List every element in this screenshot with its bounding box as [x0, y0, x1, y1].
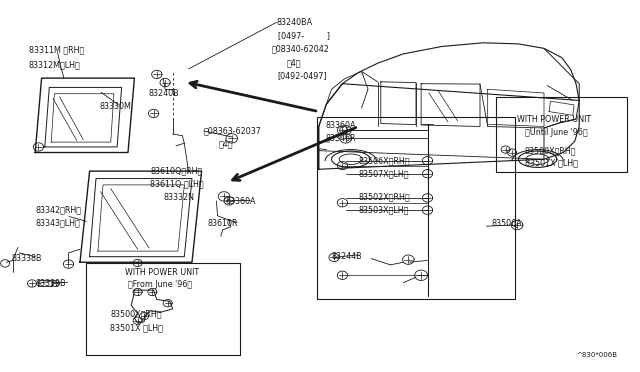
Text: 〈4〉: 〈4〉: [219, 140, 234, 148]
Text: 83244B: 83244B: [332, 252, 362, 261]
Text: 83501X 〈LH〉: 83501X 〈LH〉: [525, 158, 578, 167]
Text: 83339B: 83339B: [35, 279, 66, 288]
Text: [0497-         ]: [0497- ]: [278, 31, 330, 40]
Bar: [38, 280, 52, 286]
Text: 83312M〈LH〉: 83312M〈LH〉: [29, 61, 81, 70]
Text: 83240B: 83240B: [148, 89, 179, 98]
Text: 83346R: 83346R: [325, 134, 356, 143]
Text: 〈From June '96〉: 〈From June '96〉: [128, 280, 192, 289]
Bar: [317, 117, 515, 299]
Text: 83360A: 83360A: [225, 197, 256, 206]
Text: 83240BA: 83240BA: [276, 18, 312, 27]
Text: 83332N: 83332N: [163, 193, 194, 202]
Text: 83501X 〈LH〉: 83501X 〈LH〉: [110, 323, 163, 332]
Text: 83360A: 83360A: [325, 121, 356, 130]
Text: 83610R: 83610R: [208, 219, 239, 228]
Text: 83500X〈RH〉: 83500X〈RH〉: [525, 146, 576, 155]
Text: WITH POWER UNIT: WITH POWER UNIT: [125, 268, 199, 277]
Text: ^830*006B: ^830*006B: [576, 352, 617, 358]
Text: 83502X〈RH〉: 83502X〈RH〉: [358, 193, 410, 202]
Text: 83500X〈RH〉: 83500X〈RH〉: [110, 310, 161, 319]
Text: 〈4〉: 〈4〉: [287, 58, 301, 67]
Text: WITH POWER UNIT: WITH POWER UNIT: [517, 115, 591, 124]
Text: 83342〈RH〉: 83342〈RH〉: [35, 206, 81, 215]
Text: 83311M 〈RH〉: 83311M 〈RH〉: [29, 46, 84, 55]
Text: 83503X〈LH〉: 83503X〈LH〉: [358, 206, 409, 215]
Text: 83507X〈LH〉: 83507X〈LH〉: [358, 169, 409, 178]
Text: 83611Q 〈LH〉: 83611Q 〈LH〉: [150, 180, 204, 189]
Text: 83506A: 83506A: [492, 219, 522, 228]
Bar: [86, 263, 240, 355]
Text: 83610Q〈RH〉: 83610Q〈RH〉: [150, 167, 203, 176]
Text: 〈Until June '96〉: 〈Until June '96〉: [525, 128, 588, 137]
Text: 83506X〈RH〉: 83506X〈RH〉: [358, 156, 410, 165]
Text: 83343〈LH〉: 83343〈LH〉: [35, 219, 80, 228]
Text: Ⓑ08340-62042: Ⓑ08340-62042: [271, 45, 329, 54]
Text: 83338B: 83338B: [12, 254, 42, 263]
Text: 83330M: 83330M: [99, 102, 131, 110]
Text: Ⓑ08363-62037: Ⓑ08363-62037: [204, 126, 261, 135]
Text: [0492-0497]: [0492-0497]: [278, 71, 328, 80]
Bar: [496, 97, 627, 172]
